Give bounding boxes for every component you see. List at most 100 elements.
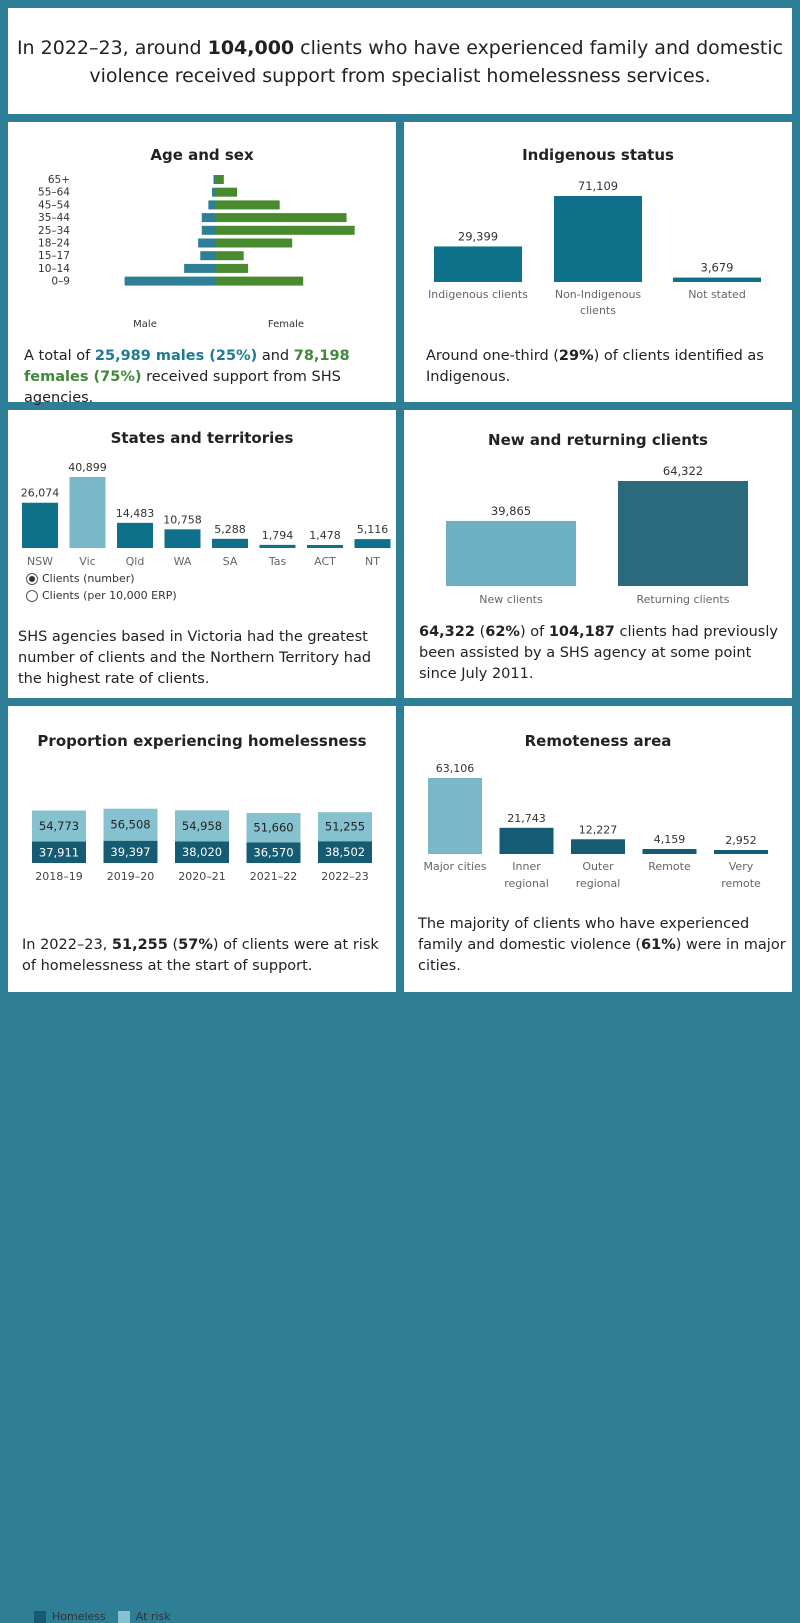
homelessness-text-post: ) of clients were at risk of homelessnes…: [22, 937, 379, 974]
new-returning-title: New and returning clients: [488, 431, 708, 449]
state-value-label: 1,794: [262, 529, 294, 542]
indigenous-text-pre: Around one-third (: [426, 348, 559, 364]
indigenous-text-bold: 29%: [558, 348, 594, 364]
age-sex-text-pre: A total of: [24, 348, 95, 364]
legend-at-risk-label: At risk: [135, 1610, 171, 1623]
state-value-label: 14,483: [116, 507, 155, 520]
states-panel: States and territories 26,074 NSW 40,899 Vi…: [8, 410, 396, 698]
homelessness-panel: Proportion experiencing homelessness 37,…: [8, 706, 396, 1623]
radio-clients-number[interactable]: Clients (number): [26, 572, 135, 585]
indigenous-bar: [554, 196, 642, 282]
male-bar: [201, 213, 215, 223]
indigenous-category-label: Not stated: [688, 288, 746, 301]
remoteness-category-label: Major cities: [423, 860, 486, 873]
radio-off-icon: [26, 589, 38, 602]
state-bar: [259, 544, 296, 548]
radio-clients-number-label: Clients (number): [42, 572, 135, 585]
remoteness-bar: [642, 848, 697, 854]
indigenous-value-label: 71,109: [578, 179, 618, 193]
remoteness-text-pre: The majority of clients who have experie…: [418, 916, 750, 953]
homelessness-text-pre: In 2022–23,: [22, 937, 112, 953]
indigenous-value-label: 3,679: [701, 261, 734, 275]
homeless-value-label: 37,911: [39, 845, 79, 859]
at-risk-bar-segment: [32, 810, 86, 842]
at-risk-bar-segment: [246, 813, 301, 843]
state-bar: [354, 539, 391, 548]
homelessness-chart: 37,911 54,773 2018–19 39,397 56,508 2019–20 38…: [32, 808, 372, 883]
female-axis-label: Female: [268, 319, 304, 330]
state-value-label: 10,758: [163, 513, 202, 526]
remoteness-text-post: ) were in major cities.: [418, 937, 786, 974]
female-bar: [215, 200, 280, 210]
remoteness-bar: [428, 778, 482, 854]
male-bar: [198, 238, 215, 248]
age-sex-title: Age and sex: [150, 146, 254, 164]
homeless-bar-segment: [318, 841, 372, 863]
female-bar: [215, 187, 238, 197]
state-category-label: NT: [365, 555, 380, 568]
homeless-value-label: 39,397: [110, 845, 150, 859]
radio-clients-rate-label: Clients (per 10,000 ERP): [42, 589, 177, 602]
indigenous-bar: [673, 277, 761, 282]
homeless-value-label: 36,570: [253, 846, 293, 860]
remoteness-value-label: 21,743: [507, 812, 546, 825]
age-sex-text-post: received support from SHS agencies.: [24, 369, 341, 406]
year-label: 2021–22: [250, 870, 298, 883]
female-bar: [215, 263, 249, 273]
homeless-bar-segment: [103, 840, 158, 863]
homeless-bar-segment: [32, 841, 86, 863]
remoteness-panel: Remoteness area 63,106 Major cities 21,743…: [404, 706, 792, 992]
homelessness-legend: Homeless At risk: [34, 1610, 171, 1623]
male-bar: [212, 187, 215, 197]
age-sex-text-male: 25,989 males (25%): [94, 348, 258, 364]
state-value-label: 26,074: [21, 487, 60, 500]
new-returning-panel: New and returning clients 39,865 New clie…: [404, 410, 792, 698]
at-risk-value-label: 56,508: [110, 818, 150, 832]
male-bar: [184, 263, 215, 273]
age-tick-label: 65+: [48, 174, 70, 186]
age-sex-chart: 65+55–6445–5435–4425–3418–2415–1710–140–…: [38, 174, 355, 330]
male-bar: [213, 175, 215, 184]
female-bar: [215, 251, 244, 261]
new-returning-text-1: (: [474, 624, 486, 640]
legend-homeless-label: Homeless: [52, 1610, 106, 1623]
state-value-label: 40,899: [68, 461, 107, 474]
male-bar: [124, 276, 215, 286]
remoteness-chart: 63,106 Major cities 21,743 Inner regional 12,…: [423, 762, 768, 890]
remoteness-bar: [571, 839, 625, 854]
state-value-label: 1,478: [309, 529, 341, 542]
homelessness-text: In 2022–23, 51,255 (57%) of clients were…: [22, 935, 390, 977]
female-bar: [215, 175, 224, 184]
indigenous-chart: 29,399 Indigenous clients 71,109 Non-Indige…: [428, 179, 761, 317]
at-risk-bar-segment: [318, 812, 372, 842]
remoteness-bar: [499, 827, 554, 854]
remoteness-category-label: regional: [576, 877, 621, 890]
new-returning-text: 64,322 (62%) of 104,187 clients had prev…: [419, 622, 787, 685]
at-risk-value-label: 51,255: [325, 820, 365, 834]
new-returning-text-2: ) of: [519, 624, 549, 640]
states-chart: 26,074 NSW 40,899 Vic 14,483 Qld 10,758 WA 5,288…: [21, 461, 391, 568]
homeless-bar-segment: [246, 842, 301, 863]
state-category-label: Vic: [79, 555, 95, 568]
state-bar: [69, 477, 106, 548]
indigenous-text: Around one-third (29%) of clients identi…: [426, 346, 776, 388]
state-category-label: SA: [223, 555, 238, 568]
homelessness-title: Proportion experiencing homelessness: [37, 732, 367, 750]
at-risk-bar-segment: [175, 810, 229, 842]
remoteness-category-label: remote: [721, 877, 761, 890]
year-label: 2022–23: [321, 870, 369, 883]
new-returning-chart: 39,865 New clients 64,322 Returning clients: [446, 464, 748, 606]
indigenous-category-label: Non-Indigenous: [555, 288, 642, 301]
state-bar: [117, 522, 153, 548]
state-category-label: Tas: [268, 555, 287, 568]
new-returning-bar: [618, 481, 748, 586]
remoteness-title: Remoteness area: [524, 732, 672, 750]
header-text: In 2022–23, around 104,000 clients who h…: [8, 34, 792, 90]
state-category-label: Qld: [126, 555, 145, 568]
new-returning-text-b1: 64,322: [419, 624, 475, 640]
remoteness-value-label: 12,227: [579, 823, 618, 836]
radio-clients-rate[interactable]: Clients (per 10,000 ERP): [26, 589, 177, 602]
radio-on-icon: [26, 572, 38, 585]
state-value-label: 5,288: [214, 523, 246, 536]
indigenous-value-label: 29,399: [458, 229, 498, 243]
